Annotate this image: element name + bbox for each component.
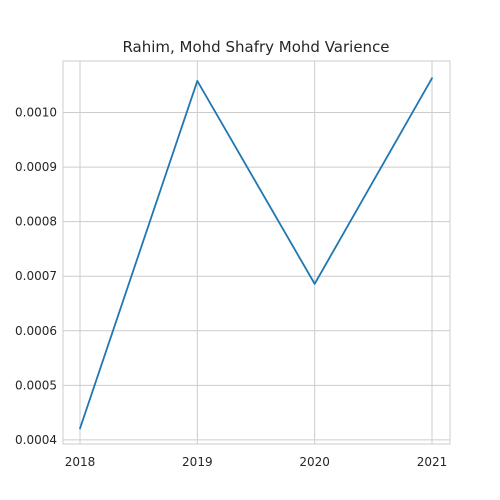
x-tick-label: 2021 — [417, 455, 448, 469]
y-tick-label: 0.0007 — [15, 269, 57, 283]
grid-lines — [63, 61, 450, 444]
x-tick-labels: 2018 2019 2020 2021 — [65, 455, 448, 469]
chart-title: Rahim, Mohd Shafry Mohd Varience — [122, 38, 389, 56]
y-tick-label: 0.0009 — [15, 160, 57, 174]
y-tick-label: 0.0006 — [15, 324, 57, 338]
x-tick-label: 2018 — [65, 455, 96, 469]
y-tick-label: 0.0010 — [15, 106, 57, 120]
y-tick-labels: 0.0004 0.0005 0.0006 0.0007 0.0008 0.0009 0.00… — [15, 106, 57, 447]
x-tick-label: 2019 — [182, 455, 213, 469]
series-lines — [79, 77, 433, 430]
x-tick-label: 2020 — [299, 455, 330, 469]
plot-frame — [62, 60, 451, 445]
y-tick-label: 0.0008 — [15, 215, 57, 229]
y-tick-label: 0.0005 — [15, 378, 57, 392]
series-line — [79, 77, 433, 430]
y-tick-label: 0.0004 — [15, 433, 57, 447]
